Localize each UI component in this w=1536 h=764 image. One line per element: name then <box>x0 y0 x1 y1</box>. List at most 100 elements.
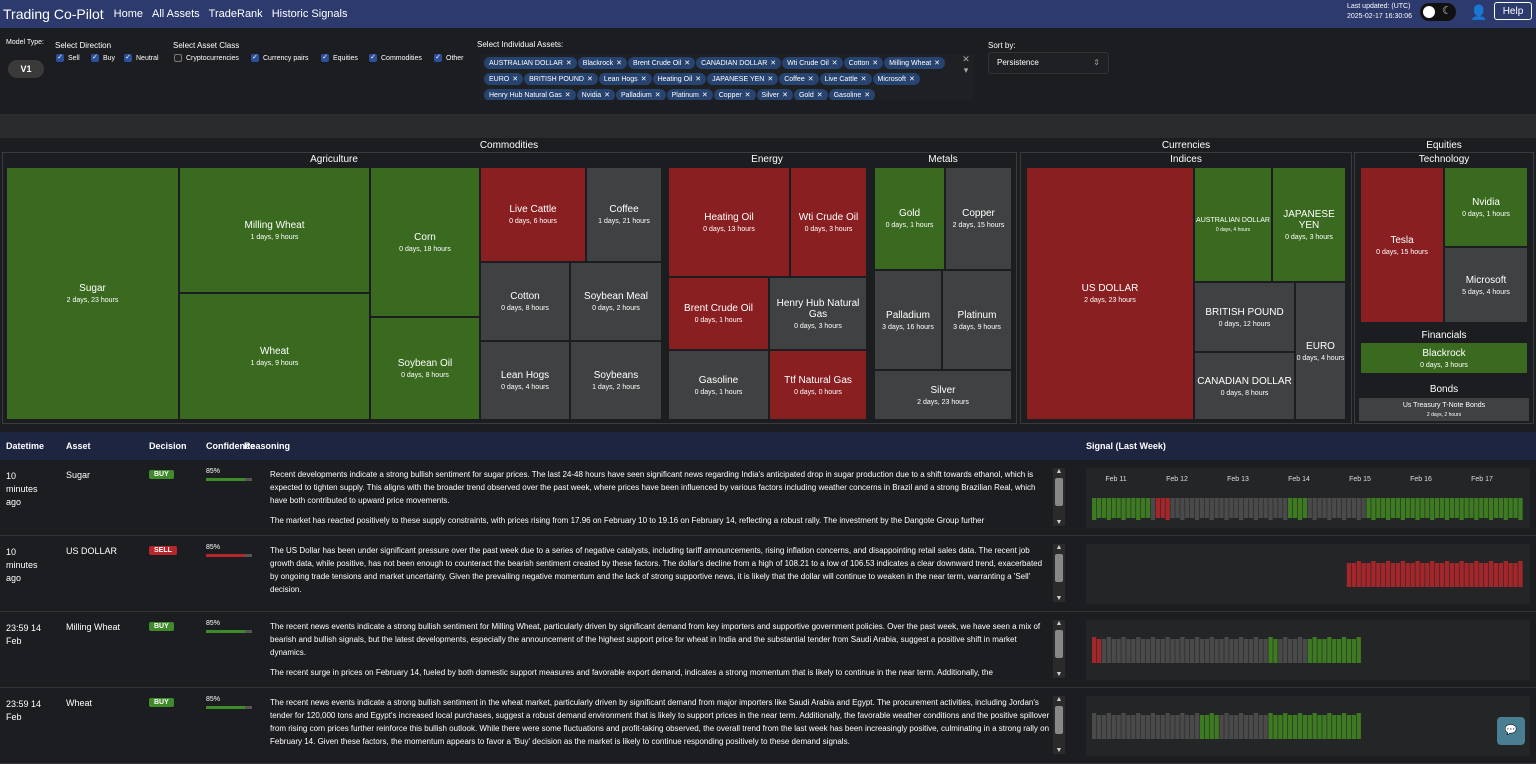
close-icon[interactable]: ✕ <box>512 76 519 83</box>
theme-toggle[interactable]: ☾ <box>1420 3 1456 21</box>
nav-home[interactable]: Home <box>113 8 143 20</box>
tile-henry-hub[interactable]: Henry Hub Natural Gas 0 days, 3 hours <box>769 277 867 350</box>
close-icon[interactable]: ✕ <box>565 60 572 67</box>
asset-chip[interactable]: Cotton ✕ <box>843 57 884 69</box>
tile-aud[interactable]: AUSTRALIAN DOLLAR 0 days, 4 hours <box>1194 167 1272 282</box>
close-icon[interactable]: ✕ <box>934 60 941 67</box>
row-asset[interactable]: Sugar <box>66 470 91 480</box>
scroll-up-icon[interactable]: ▲ <box>1055 544 1063 551</box>
close-icon[interactable]: ✕ <box>860 76 867 83</box>
col-confidence[interactable]: Confidence <box>206 441 256 451</box>
close-icon[interactable]: ✕ <box>816 92 823 99</box>
table-row[interactable]: 10 minutes ago US DOLLAR SELL 85% The US… <box>0 536 1536 612</box>
tile-wti[interactable]: Wti Crude Oil 0 days, 3 hours <box>790 167 867 277</box>
scroll-down-icon[interactable]: ▼ <box>1055 671 1063 678</box>
nav-traderank[interactable]: TradeRank <box>208 8 263 20</box>
class-commodities-checkbox[interactable]: ✓ Commodities <box>369 54 422 62</box>
reasoning-scrollbar[interactable]: ▲ ▼ <box>1053 468 1065 526</box>
tile-sugar[interactable]: Sugar 2 days, 23 hours <box>6 167 179 420</box>
asset-chip[interactable]: Blackrock ✕ <box>577 57 628 69</box>
nav-all-assets[interactable]: All Assets <box>151 8 200 20</box>
class-other-checkbox[interactable]: ✓ Other <box>434 54 464 62</box>
close-icon[interactable]: ✕ <box>701 92 708 99</box>
reasoning-scrollbar[interactable]: ▲ ▼ <box>1053 544 1065 602</box>
tile-nvidia[interactable]: Nvidia 0 days, 1 hours <box>1444 167 1528 247</box>
col-asset[interactable]: Asset <box>66 441 91 451</box>
scroll-down-icon[interactable]: ▼ <box>1055 747 1063 754</box>
scroll-up-icon[interactable]: ▲ <box>1055 468 1063 475</box>
asset-chip[interactable]: Platinum ✕ <box>666 89 713 100</box>
asset-chip[interactable]: Palladium ✕ <box>615 89 666 100</box>
row-asset[interactable]: Wheat <box>66 698 93 708</box>
model-type-button[interactable]: V1 <box>8 60 44 78</box>
tile-gasoline[interactable]: Gasoline 0 days, 1 hours <box>668 350 769 420</box>
tile-wheat[interactable]: Wheat 1 days, 9 hours <box>179 293 370 420</box>
asset-chip[interactable]: Brent Crude Oil ✕ <box>628 57 696 69</box>
close-icon[interactable]: ✕ <box>564 92 571 99</box>
table-row[interactable]: 23:59 14 Feb Milling Wheat BUY 85% The r… <box>0 612 1536 688</box>
close-icon[interactable]: ✕ <box>616 60 623 67</box>
asset-chip[interactable]: Henry Hub Natural Gas ✕ <box>484 89 576 100</box>
close-icon[interactable]: ✕ <box>695 76 702 83</box>
asset-chip[interactable]: Milling Wheat ✕ <box>884 57 946 69</box>
col-reasoning[interactable]: Reasoning <box>244 441 291 451</box>
direction-neutral-checkbox[interactable]: ✓ Neutral <box>124 54 159 62</box>
scroll-thumb[interactable] <box>1055 554 1063 582</box>
tile-soybean-meal[interactable]: Soybean Meal 0 days, 2 hours <box>570 262 662 341</box>
asset-chip[interactable]: CANADIAN DOLLAR ✕ <box>696 57 782 69</box>
table-row[interactable]: 10 minutes ago Sugar BUY 85% Recent deve… <box>0 460 1536 536</box>
tile-gold[interactable]: Gold 0 days, 1 hours <box>874 167 945 270</box>
tile-soybean-oil[interactable]: Soybean Oil 0 days, 8 hours <box>370 317 480 420</box>
col-decision[interactable]: Decision <box>149 441 187 451</box>
close-icon[interactable]: ✕ <box>807 76 814 83</box>
chat-icon[interactable]: 💬 <box>1497 717 1525 745</box>
scroll-down-icon[interactable]: ▼ <box>1055 595 1063 602</box>
tile-coffee[interactable]: Coffee 1 days, 21 hours <box>586 167 662 262</box>
tile-palladium[interactable]: Palladium 3 days, 16 hours <box>874 270 942 370</box>
tile-ttf[interactable]: Ttf Natural Gas 0 days, 0 hours <box>769 350 867 420</box>
asset-chip[interactable]: AUSTRALIAN DOLLAR ✕ <box>484 57 577 69</box>
tile-eur[interactable]: EURO 0 days, 4 hours <box>1295 282 1346 420</box>
sort-select[interactable]: Persistence ⇕ <box>988 52 1109 74</box>
tile-tesla[interactable]: Tesla 0 days, 15 hours <box>1360 167 1444 323</box>
asset-chip[interactable]: Lean Hogs ✕ <box>598 73 652 85</box>
asset-chip[interactable]: Coffee ✕ <box>779 73 819 85</box>
class-equities-checkbox[interactable]: ✓ Equities <box>321 54 358 62</box>
tile-soybeans[interactable]: Soybeans 1 days, 2 hours <box>570 341 662 420</box>
close-icon[interactable]: ✕ <box>864 92 871 99</box>
row-asset[interactable]: US DOLLAR <box>66 546 118 556</box>
tile-live-cattle[interactable]: Live Cattle 0 days, 6 hours <box>480 167 586 262</box>
tile-copper[interactable]: Copper 2 days, 15 hours <box>945 167 1012 270</box>
row-asset[interactable]: Milling Wheat <box>66 622 121 632</box>
close-icon[interactable]: ✕ <box>654 92 661 99</box>
tile-corn[interactable]: Corn 0 days, 18 hours <box>370 167 480 317</box>
scroll-thumb[interactable] <box>1055 630 1063 658</box>
asset-chip[interactable]: Copper ✕ <box>713 89 756 100</box>
reasoning-scrollbar[interactable]: ▲ ▼ <box>1053 620 1065 678</box>
scroll-thumb[interactable] <box>1055 478 1063 506</box>
asset-chip[interactable]: EURO ✕ <box>484 73 524 85</box>
close-icon[interactable]: ✕ <box>908 76 915 83</box>
reasoning-scrollbar[interactable]: ▲ ▼ <box>1053 696 1065 754</box>
user-icon[interactable]: 👤 <box>1470 4 1488 20</box>
direction-sell-checkbox[interactable]: ✓ Sell <box>56 54 80 62</box>
table-row[interactable]: 23:59 14 Feb Wheat BUY 85% The recent ne… <box>0 688 1536 764</box>
asset-chip[interactable]: BRITISH POUND ✕ <box>524 73 598 85</box>
asset-chip[interactable]: Microsoft ✕ <box>872 73 920 85</box>
tile-cotton[interactable]: Cotton 0 days, 8 hours <box>480 262 570 341</box>
tile-brent[interactable]: Brent Crude Oil 0 days, 1 hours <box>668 277 769 350</box>
close-icon[interactable]: ✕ <box>782 92 788 99</box>
asset-chip[interactable]: Nvidia ✕ <box>576 89 615 100</box>
scroll-up-icon[interactable]: ▲ <box>1055 620 1063 627</box>
asset-chip[interactable]: Gold ✕ <box>793 89 828 100</box>
scroll-thumb[interactable] <box>1055 706 1063 734</box>
col-signal[interactable]: Signal (Last Week) <box>1086 441 1166 451</box>
asset-chip[interactable]: Live Cattle ✕ <box>819 73 872 85</box>
nav-historic-signals[interactable]: Historic Signals <box>271 8 348 20</box>
close-icon[interactable]: ✕ <box>640 76 647 83</box>
tile-usd[interactable]: US DOLLAR 2 days, 23 hours <box>1026 167 1194 420</box>
close-icon[interactable]: ✕ <box>586 76 593 83</box>
direction-buy-checkbox[interactable]: ✓ Buy <box>91 54 115 62</box>
tile-blackrock[interactable]: Blackrock 0 days, 3 hours <box>1360 342 1528 374</box>
tile-platinum[interactable]: Platinum 3 days, 9 hours <box>942 270 1012 370</box>
